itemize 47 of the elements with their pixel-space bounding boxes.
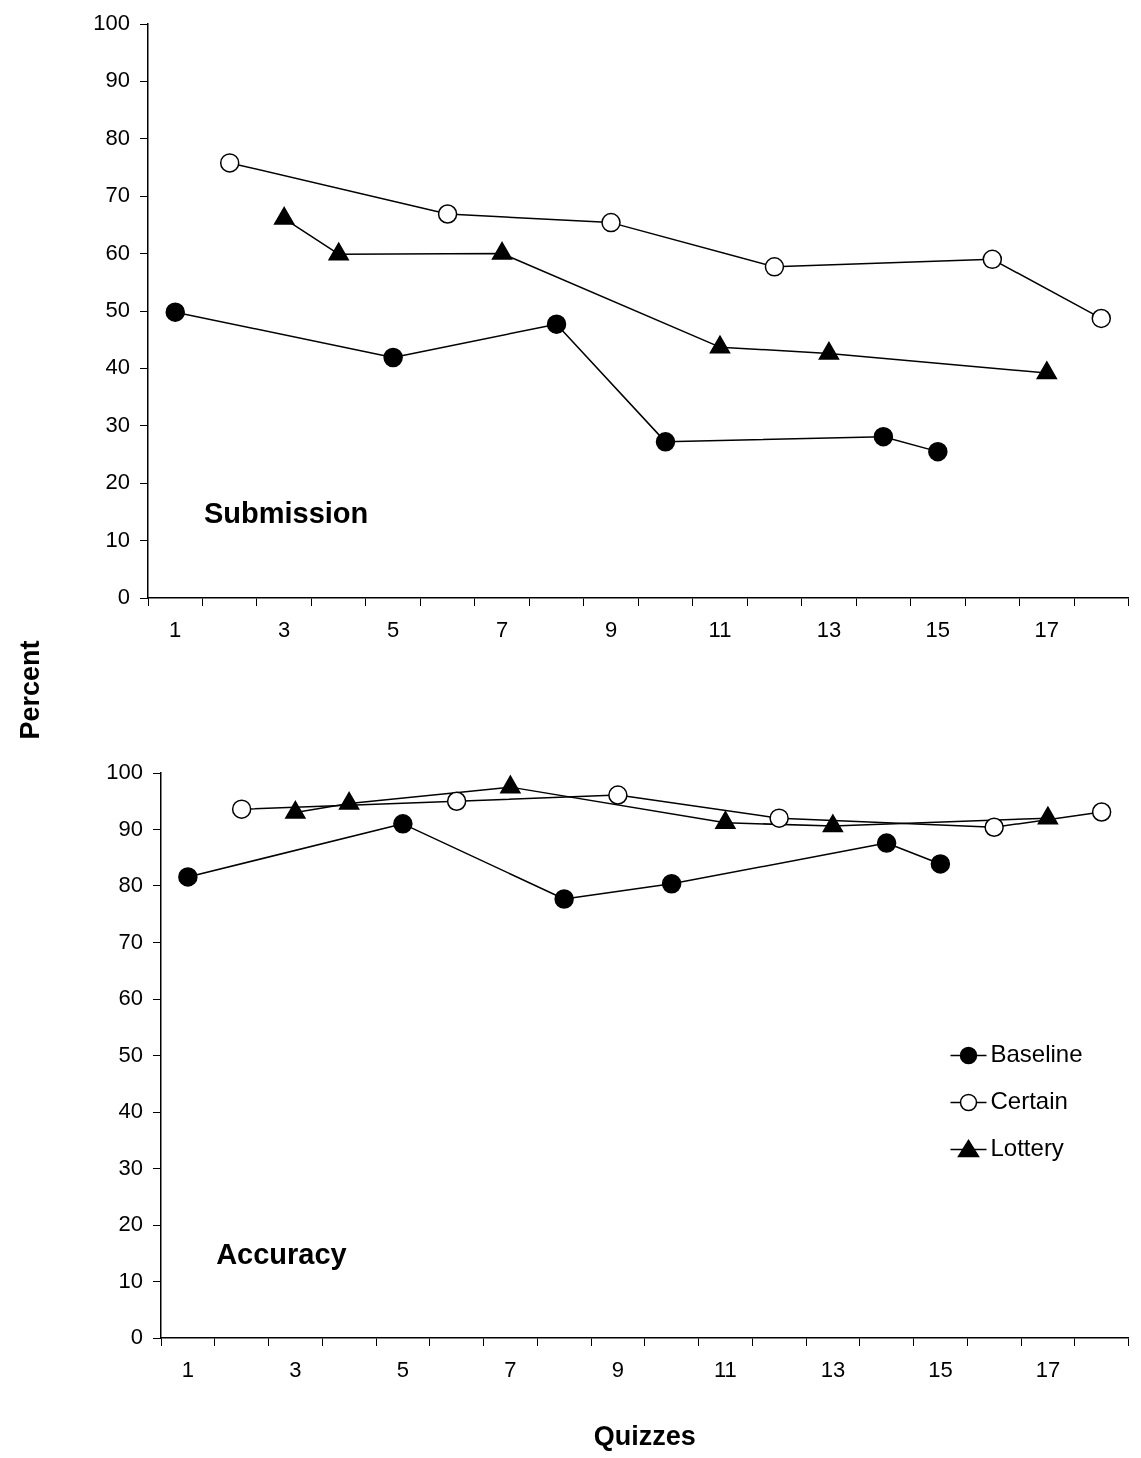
x-tick-label: 13 (816, 617, 842, 643)
x-tick-label: 5 (387, 617, 400, 643)
y-tick-label: 70 (118, 928, 143, 954)
x-tick-label: 17 (1035, 1357, 1061, 1383)
x-tick-label: 11 (708, 617, 732, 643)
x-tick-label: 5 (396, 1357, 409, 1383)
y-axis-title: Percent (14, 640, 46, 740)
y-tick-label: 20 (118, 1211, 143, 1237)
y-tick-label: 100 (106, 759, 143, 785)
x-tick-label: 17 (1034, 617, 1060, 643)
annotation: Accuracy (216, 1238, 347, 1271)
y-tick-label: 50 (105, 297, 130, 323)
x-tick-label: 3 (278, 617, 291, 643)
x-tick-label: 7 (495, 617, 509, 643)
y-tick-label: 80 (118, 872, 143, 898)
y-tick-label: 50 (118, 1041, 143, 1067)
y-tick-label: 0 (130, 1324, 143, 1350)
y-tick-label: 30 (105, 411, 130, 437)
y-tick-label: 20 (105, 469, 130, 495)
legend-label: Baseline (990, 1040, 1083, 1068)
x-tick-label: 1 (169, 617, 182, 643)
y-tick-label: 90 (105, 67, 130, 93)
x-tick-label: 13 (820, 1357, 846, 1383)
annotation: Submission (203, 496, 369, 529)
y-tick-label: 60 (105, 239, 130, 265)
y-tick-label: 0 (117, 584, 130, 610)
x-tick-label: 3 (289, 1357, 302, 1383)
x-tick-label: 9 (611, 1357, 624, 1383)
y-tick-label: 80 (105, 124, 130, 150)
x-tick-label: 15 (928, 1357, 953, 1383)
y-tick-label: 40 (105, 354, 130, 380)
y-tick-label: 90 (118, 815, 143, 841)
x-tick-label: 7 (504, 1357, 517, 1383)
x-tick-label: 1 (181, 1357, 194, 1383)
y-tick-label: 60 (118, 985, 143, 1011)
x-tick-label: 11 (713, 1357, 737, 1383)
y-tick-label: 10 (118, 1267, 143, 1293)
y-tick-label: 40 (118, 1098, 143, 1124)
legend-label: Lottery (990, 1134, 1064, 1162)
y-tick-label: 100 (93, 10, 130, 36)
legend-label: Certain (990, 1087, 1068, 1115)
y-tick-label: 10 (105, 526, 130, 552)
y-tick-label: 70 (105, 182, 130, 208)
x-tick-label: 15 (925, 617, 951, 643)
y-tick-label: 30 (118, 1154, 143, 1180)
x-tick-label: 9 (604, 617, 618, 643)
x-axis-title: Quizzes (593, 1421, 696, 1452)
